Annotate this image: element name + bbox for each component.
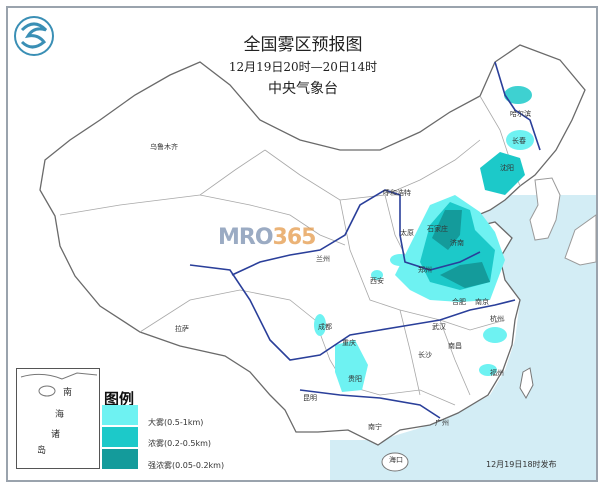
taiwan	[519, 367, 534, 400]
map-title: 全国雾区预报图	[243, 35, 363, 55]
city-label: 乌鲁木齐	[150, 143, 178, 151]
cma-logo-icon	[14, 16, 54, 56]
fog-patch	[440, 262, 490, 288]
city-label: 成都	[318, 323, 332, 331]
legend-label: 浓雾(0.2-0.5km)	[148, 439, 211, 448]
city-label: 广州	[435, 419, 449, 427]
yangtze-river	[189, 264, 516, 361]
city-label: 杭州	[490, 315, 504, 323]
issued-time: 12月19日18时发布	[486, 460, 557, 469]
city-label: 贵阳	[348, 375, 362, 383]
china-outline	[39, 44, 586, 446]
japan	[564, 214, 597, 266]
city-label: 长沙	[418, 351, 432, 359]
city-label: 南昌	[448, 342, 462, 350]
issuer: 中央气象台	[268, 81, 338, 97]
legend-label: 大雾(0.5-1km)	[148, 418, 204, 427]
fog-patch	[506, 130, 534, 150]
city-label: 长春	[512, 137, 526, 145]
fog-patch	[432, 210, 462, 250]
south-china-sea-inset: 南 海 诸 岛	[16, 368, 100, 469]
city-label: 兰州	[316, 255, 330, 263]
fog-patch	[371, 270, 383, 280]
inset-label: 诸	[51, 430, 61, 440]
fog-patch	[479, 364, 497, 376]
fog-patch	[390, 254, 410, 266]
legend-label: 强浓雾(0.05-0.2km)	[148, 461, 225, 470]
city-label: 南宁	[368, 423, 382, 431]
forecast-period: 12月19日20时—20日14时	[228, 60, 378, 74]
legend-swatch-very-dense-fog	[102, 449, 138, 469]
korea-peninsula	[529, 177, 561, 241]
city-label: 福州	[490, 369, 504, 377]
city-label: 哈尔滨	[510, 110, 531, 118]
city-label: 海口	[389, 456, 403, 464]
pearl-river	[299, 389, 441, 419]
legend-swatch-dense-fog	[102, 427, 138, 447]
fog-patch	[480, 152, 525, 195]
rivers	[189, 61, 541, 419]
city-label: 石家庄	[427, 225, 448, 233]
legend-title: 图例	[104, 390, 135, 408]
city-label: 太原	[400, 229, 414, 237]
inset-label: 南	[63, 388, 73, 398]
city-label: 拉萨	[175, 325, 189, 333]
city-label: 合肥	[452, 298, 466, 306]
legend-swatch-heavy-fog	[102, 405, 138, 425]
inset-label: 岛	[37, 446, 47, 456]
city-label: 呼和浩特	[383, 189, 411, 197]
hainan	[381, 452, 409, 472]
city-label: 沈阳	[500, 164, 514, 172]
fog-patch	[335, 340, 368, 392]
heilong-river	[494, 61, 541, 151]
city-label: 重庆	[342, 339, 356, 347]
fog-patch	[314, 314, 326, 336]
inset-label: 海	[55, 410, 65, 420]
fog-patch	[504, 86, 532, 104]
sea	[330, 195, 596, 480]
city-label: 郑州	[418, 266, 432, 274]
yellow-river	[231, 189, 481, 276]
fog-patch	[483, 327, 507, 343]
city-label: 南京	[475, 298, 489, 306]
city-label: 西安	[370, 277, 384, 285]
city-label: 武汉	[432, 323, 446, 331]
watermark: MRO365	[218, 225, 316, 250]
city-label: 昆明	[303, 394, 317, 402]
city-label: 济南	[450, 239, 464, 247]
